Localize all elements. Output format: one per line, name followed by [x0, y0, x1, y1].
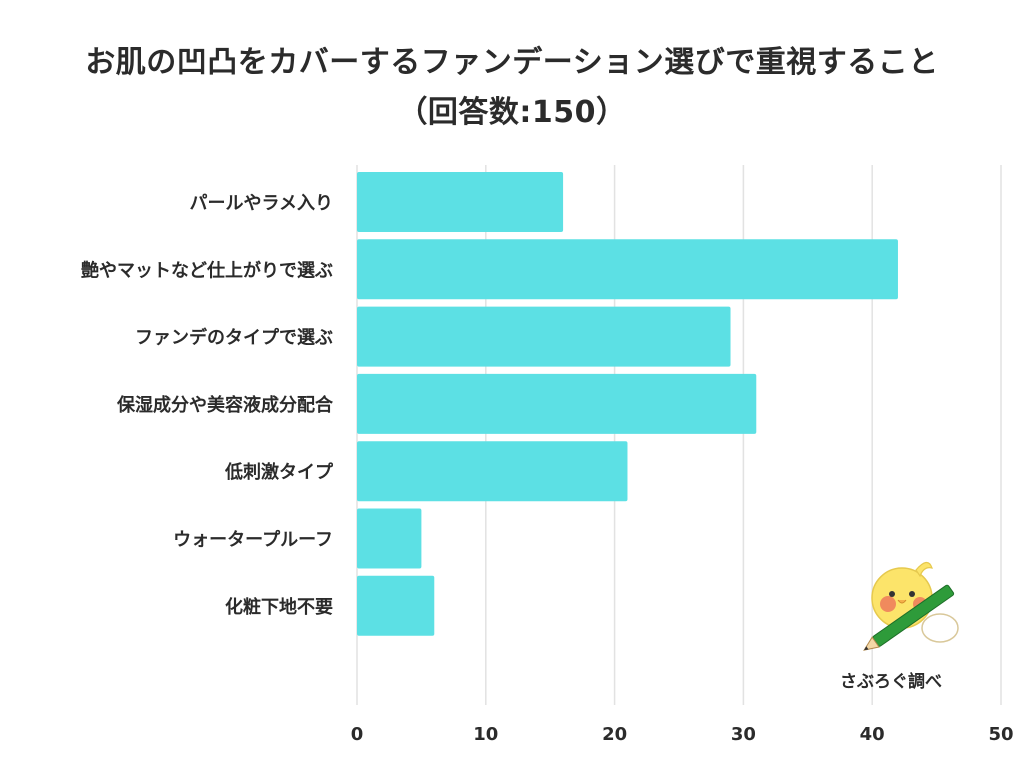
category-labels: パールやラメ入り艶やマットなど仕上がりで選ぶファンデのタイプで選ぶ保湿成分や美容… [81, 193, 334, 618]
bar-7 [357, 576, 434, 636]
x-tick-label: 20 [602, 724, 627, 745]
x-tick-label: 50 [988, 724, 1013, 745]
bar-4 [357, 374, 756, 434]
x-tick-label: 30 [731, 724, 756, 745]
category-label: 艶やマットなど仕上がりで選ぶ [81, 259, 333, 281]
category-label: ファンデのタイプで選ぶ [135, 327, 333, 349]
bar-6 [357, 509, 421, 569]
bird-mascot-illustration [858, 556, 970, 656]
bar-1 [357, 172, 563, 232]
bar-3 [357, 307, 731, 367]
x-tick-label: 10 [473, 724, 498, 745]
category-label: 低刺激タイプ [224, 461, 334, 483]
bar-5 [357, 441, 627, 501]
x-tick-label: 40 [860, 724, 885, 745]
x-tick-label: 0 [351, 724, 364, 745]
category-label: ウォータープルーフ [173, 529, 333, 551]
category-label: 保湿成分や美容液成分配合 [116, 394, 334, 416]
bars [357, 172, 898, 636]
x-tick-labels: 0 10 20 30 40 50 [351, 724, 1014, 745]
source-credit: さぶろぐ調べ [840, 667, 990, 692]
bar-2 [357, 239, 898, 299]
category-label: 化粧下地不要 [225, 596, 333, 618]
category-label: パールやラメ入り [190, 193, 333, 214]
